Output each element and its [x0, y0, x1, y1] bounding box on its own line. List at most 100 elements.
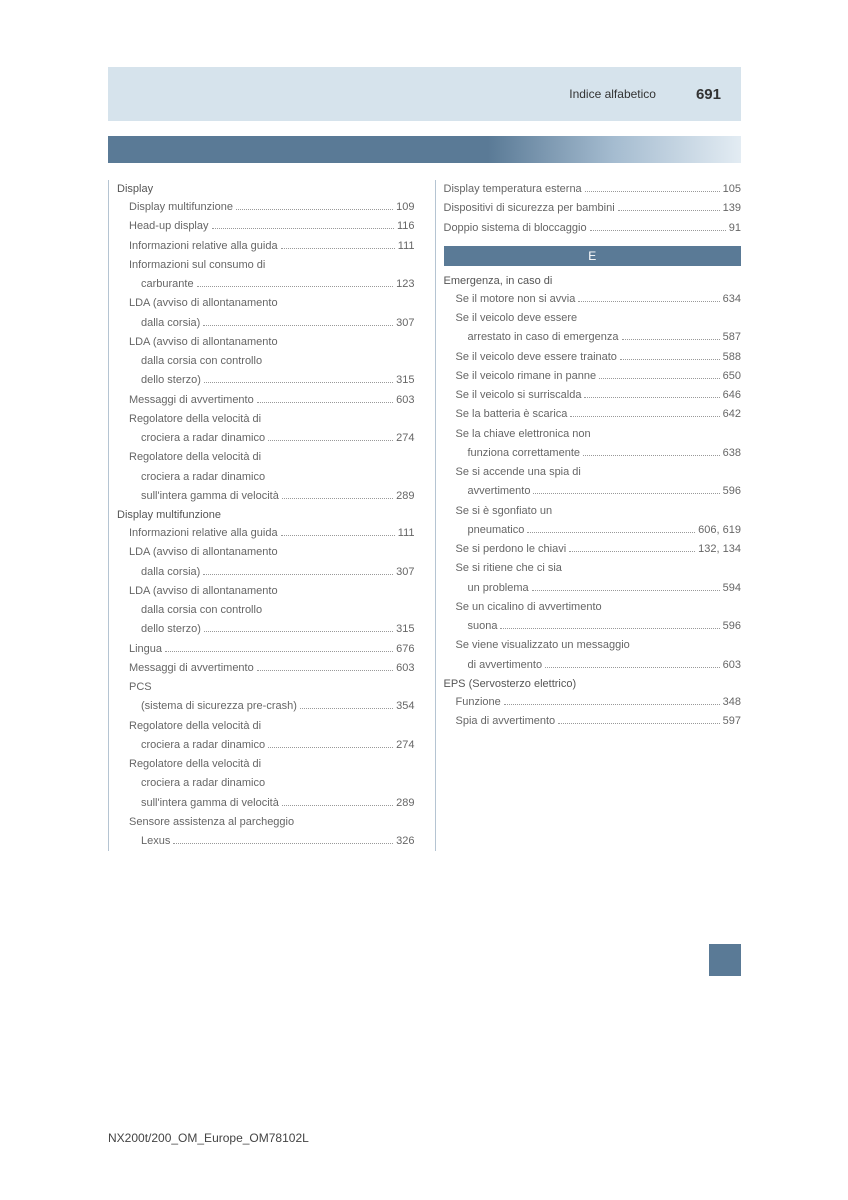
- index-entry: pneumatico606, 619: [444, 521, 742, 540]
- entry-dots: [583, 455, 720, 456]
- entry-label: dello sterzo): [141, 371, 201, 390]
- entry-page: 587: [723, 328, 741, 347]
- entry-page: 597: [723, 712, 741, 731]
- entry-label: Se il veicolo deve essere trainato: [456, 348, 617, 367]
- entry-dots: [599, 378, 720, 379]
- entry-dots: [281, 535, 395, 536]
- entry-dots: [281, 248, 395, 249]
- entry-label: avvertimento: [468, 482, 531, 501]
- index-entry: Informazioni relative alla guida111: [117, 237, 415, 256]
- header-band: Indice alfabetico 691: [108, 67, 741, 121]
- index-entry: dalla corsia) 307: [117, 314, 415, 333]
- entry-page: 354: [396, 697, 414, 716]
- entry-label: arrestato in caso di emergenza: [468, 328, 619, 347]
- index-entry: Lexus326: [117, 832, 415, 851]
- index-entry: Display multifunzione109: [117, 198, 415, 217]
- entry-label: Se il motore non si avvia: [456, 290, 576, 309]
- index-entry-line: LDA (avviso di allontanamento: [117, 294, 415, 313]
- left-column: DisplayDisplay multifunzione109Head-up d…: [108, 180, 415, 851]
- entry-page: 307: [396, 314, 414, 333]
- entry-label: un problema: [468, 579, 529, 598]
- entry-page: 109: [396, 198, 414, 217]
- entry-label: Head-up display: [129, 217, 209, 236]
- entry-label: Messaggi di avvertimento: [129, 391, 254, 410]
- index-entry: funziona correttamente638: [444, 444, 742, 463]
- entry-dots: [282, 805, 393, 806]
- entry-dots: [578, 301, 719, 302]
- entry-page: 596: [723, 617, 741, 636]
- entry-page: 646: [723, 386, 741, 405]
- entry-label: carburante: [141, 275, 194, 294]
- index-entry-line: Se si è sgonfiato un: [444, 502, 742, 521]
- entry-dots: [504, 704, 720, 705]
- entry-dots: [165, 651, 393, 652]
- entry-label: dello sterzo): [141, 620, 201, 639]
- section-heading: Emergenza, in caso di: [444, 275, 742, 287]
- entry-dots: [527, 532, 695, 533]
- index-entry-line: LDA (avviso di allontanamento: [117, 333, 415, 352]
- index-entry: Doppio sistema di bloccaggio91: [444, 219, 742, 238]
- entry-page: 676: [396, 640, 414, 659]
- entry-page: 603: [723, 656, 741, 675]
- entry-label: Messaggi di avvertimento: [129, 659, 254, 678]
- entry-label: crociera a radar dinamico: [141, 736, 265, 755]
- entry-label: dalla corsia): [141, 314, 200, 333]
- entry-label: Informazioni relative alla guida: [129, 237, 278, 256]
- entry-dots: [197, 286, 394, 287]
- index-entry: Informazioni relative alla guida 111: [117, 524, 415, 543]
- entry-dots: [204, 382, 393, 383]
- entry-page: 315: [396, 371, 414, 390]
- entry-dots: [203, 325, 393, 326]
- entry-dots: [585, 191, 720, 192]
- entry-label: Display temperatura esterna: [444, 180, 582, 199]
- index-entry: carburante123: [117, 275, 415, 294]
- entry-dots: [204, 631, 393, 632]
- entry-dots: [268, 440, 393, 441]
- entry-page: 606, 619: [698, 521, 741, 540]
- index-entry: Lingua 676: [117, 640, 415, 659]
- entry-label: Se la batteria è scarica: [456, 405, 568, 424]
- entry-dots: [533, 493, 719, 494]
- entry-page: 594: [723, 579, 741, 598]
- index-entry-line: crociera a radar dinamico: [117, 468, 415, 487]
- index-entry: Funzione348: [444, 693, 742, 712]
- entry-page: 638: [723, 444, 741, 463]
- index-entry: avvertimento596: [444, 482, 742, 501]
- index-entry-line: PCS: [117, 678, 415, 697]
- index-entry: Se la batteria è scarica642: [444, 405, 742, 424]
- entry-label: Informazioni relative alla guida: [129, 524, 278, 543]
- entry-dots: [620, 359, 720, 360]
- entry-page: 116: [397, 217, 415, 236]
- footer-code: NX200t/200_OM_Europe_OM78102L: [108, 1131, 309, 1145]
- entry-page: 315: [396, 620, 414, 639]
- index-entry-line: crociera a radar dinamico: [117, 774, 415, 793]
- entry-page: 274: [396, 429, 414, 448]
- right-column: Display temperatura esterna105Dispositiv…: [435, 180, 742, 851]
- entry-dots: [558, 723, 719, 724]
- entry-dots: [173, 843, 393, 844]
- index-entry-line: Se si ritiene che ci sia: [444, 559, 742, 578]
- index-entry: Se il veicolo si surriscalda 646: [444, 386, 742, 405]
- index-entry-line: LDA (avviso di allontanamento: [117, 582, 415, 601]
- index-entry: Se il motore non si avvia634: [444, 290, 742, 309]
- entry-page: 132, 134: [698, 540, 741, 559]
- header-page-number: 691: [696, 86, 721, 103]
- entry-page: 91: [729, 219, 741, 238]
- index-entry: Messaggi di avvertimento603: [117, 659, 415, 678]
- entry-label: Se il veicolo si surriscalda: [456, 386, 582, 405]
- index-entry: (sistema di sicurezza pre-crash)354: [117, 697, 415, 716]
- entry-page: 111: [398, 524, 415, 543]
- entry-label: suona: [468, 617, 498, 636]
- index-entry: Se il veicolo deve essere trainato 588: [444, 348, 742, 367]
- index-entry-line: LDA (avviso di allontanamento: [117, 543, 415, 562]
- index-entry-line: Se il veicolo deve essere: [444, 309, 742, 328]
- index-entry: Se si perdono le chiavi132, 134: [444, 540, 742, 559]
- entry-label: Lingua: [129, 640, 162, 659]
- index-entry: di avvertimento 603: [444, 656, 742, 675]
- entry-page: 588: [723, 348, 741, 367]
- index-entry-line: Sensore assistenza al parcheggio: [117, 813, 415, 832]
- entry-page: 307: [396, 563, 414, 582]
- entry-label: di avvertimento: [468, 656, 543, 675]
- index-entry: un problema 594: [444, 579, 742, 598]
- entry-label: dalla corsia): [141, 563, 200, 582]
